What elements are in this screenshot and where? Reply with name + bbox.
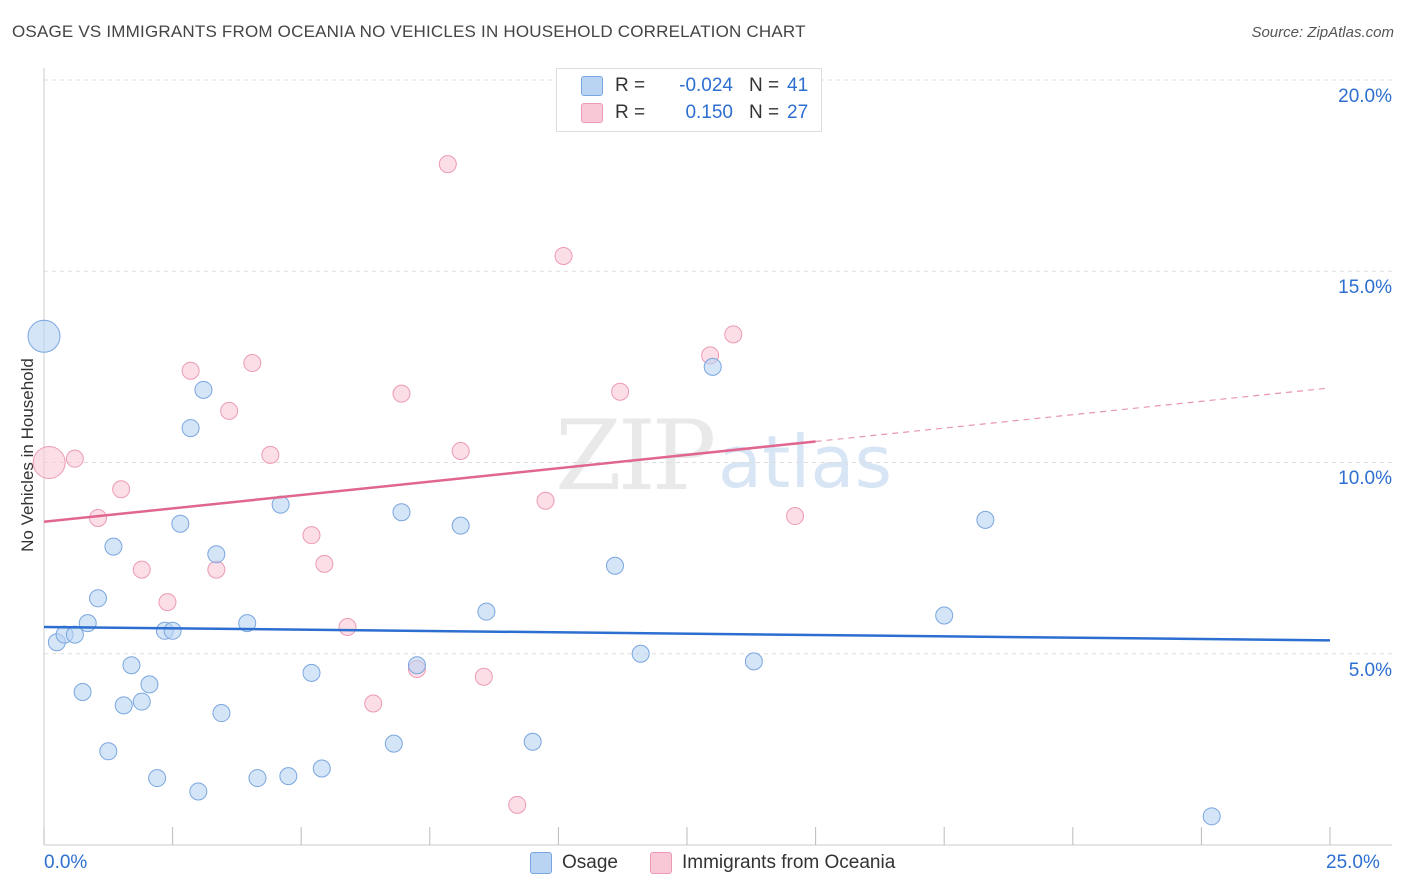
trend-line-oceania — [43, 440, 816, 524]
data-point-osage — [189, 782, 208, 801]
data-point-osage — [132, 692, 151, 711]
y-tick-label: 15.0% — [1338, 277, 1392, 298]
data-point-oceania — [207, 560, 226, 579]
data-point-oceania — [364, 694, 383, 713]
data-point-osage — [181, 419, 200, 438]
data-point-osage — [194, 380, 213, 399]
osage-legend-icon — [530, 852, 552, 874]
data-point-osage — [523, 732, 542, 751]
y-tick-label: 10.0% — [1338, 468, 1392, 489]
data-point-osage — [171, 514, 190, 533]
trend-line-oceania-extension — [815, 387, 1331, 443]
r-value: -0.024 — [679, 75, 733, 96]
data-point-osage — [248, 769, 267, 788]
data-point-oceania — [786, 507, 805, 526]
data-point-osage — [703, 357, 722, 376]
source-label: Source: ZipAtlas.com — [1251, 24, 1394, 41]
y-tick-label: 20.0% — [1338, 86, 1392, 107]
data-point-oceania — [181, 361, 200, 380]
data-point-oceania — [315, 554, 334, 573]
legend-item-osage[interactable]: Osage — [530, 852, 618, 874]
chart-title: OSAGE VS IMMIGRANTS FROM OCEANIA NO VEHI… — [12, 22, 806, 41]
data-point-osage — [384, 734, 403, 753]
data-point-osage — [122, 656, 141, 675]
n-label: N = — [749, 102, 780, 123]
watermark-zip: ZIP — [555, 400, 716, 512]
data-point-oceania — [536, 491, 555, 510]
data-point-osage — [451, 516, 470, 535]
n-value: 41 — [787, 75, 809, 96]
legend-label-oceania: Immigrants from Oceania — [682, 852, 896, 873]
x-tick-label-max: 25.0% — [1326, 852, 1380, 873]
data-point-oceania — [158, 593, 177, 612]
data-point-oceania — [508, 795, 527, 814]
oceania-legend-icon — [650, 852, 672, 874]
data-point-osage — [605, 556, 624, 575]
data-point-osage — [27, 319, 61, 353]
data-point-osage — [238, 614, 257, 633]
data-point-osage — [140, 675, 159, 694]
data-point-oceania — [243, 354, 262, 373]
x-tick-label-min: 0.0% — [44, 852, 88, 873]
trend-line-osage — [43, 625, 1331, 642]
data-point-oceania — [302, 526, 321, 545]
data-point-oceania — [261, 445, 280, 464]
data-point-osage — [207, 545, 226, 564]
data-point-osage — [976, 510, 995, 529]
data-point-osage — [744, 652, 763, 671]
data-point-osage — [78, 614, 97, 633]
data-point-osage — [163, 621, 182, 640]
legend-label-osage: Osage — [562, 852, 618, 873]
data-point-osage — [73, 683, 92, 701]
data-point-oceania — [474, 667, 493, 686]
data-point-osage — [99, 742, 118, 761]
data-point-oceania — [724, 325, 743, 344]
stats-row-oceania: R = 0.150 N = 27 — [581, 101, 808, 125]
data-point-oceania — [220, 401, 239, 420]
legend-item-oceania[interactable]: Immigrants from Oceania — [650, 852, 895, 874]
r-value: 0.150 — [685, 102, 733, 123]
data-point-osage — [148, 769, 167, 788]
r-label: R = — [615, 75, 646, 96]
data-point-osage — [302, 663, 321, 682]
stats-legend: R = -0.024 N = 41 R = 0.150 N = 27 — [556, 68, 822, 132]
data-point-osage — [279, 767, 298, 786]
y-tick-label: 5.0% — [1348, 660, 1392, 681]
series-legend: Osage Immigrants from Oceania — [0, 852, 1406, 878]
data-point-oceania — [132, 560, 151, 579]
stats-row-osage: R = -0.024 N = 41 — [581, 74, 808, 98]
data-point-osage — [312, 759, 331, 778]
n-label: N = — [749, 75, 780, 96]
data-point-oceania — [32, 446, 66, 479]
data-point-osage — [89, 589, 108, 608]
data-point-osage — [212, 704, 231, 723]
data-point-oceania — [338, 617, 357, 636]
data-point-oceania — [554, 246, 573, 265]
osage-swatch-icon — [581, 76, 603, 96]
n-value: 27 — [787, 102, 809, 123]
data-point-oceania — [611, 382, 630, 401]
data-point-oceania — [65, 449, 84, 468]
data-point-oceania — [112, 480, 131, 499]
data-point-osage — [1202, 807, 1221, 826]
data-point-osage — [477, 602, 496, 621]
data-point-osage — [392, 503, 411, 522]
data-point-oceania — [438, 155, 457, 174]
data-point-osage — [935, 606, 954, 625]
data-point-oceania — [392, 384, 411, 403]
data-point-osage — [114, 696, 133, 715]
data-point-osage — [104, 537, 123, 556]
oceania-swatch-icon — [581, 103, 603, 123]
r-label: R = — [615, 102, 646, 123]
data-point-oceania — [451, 442, 470, 461]
data-point-osage — [631, 644, 650, 663]
data-point-osage — [407, 656, 426, 675]
